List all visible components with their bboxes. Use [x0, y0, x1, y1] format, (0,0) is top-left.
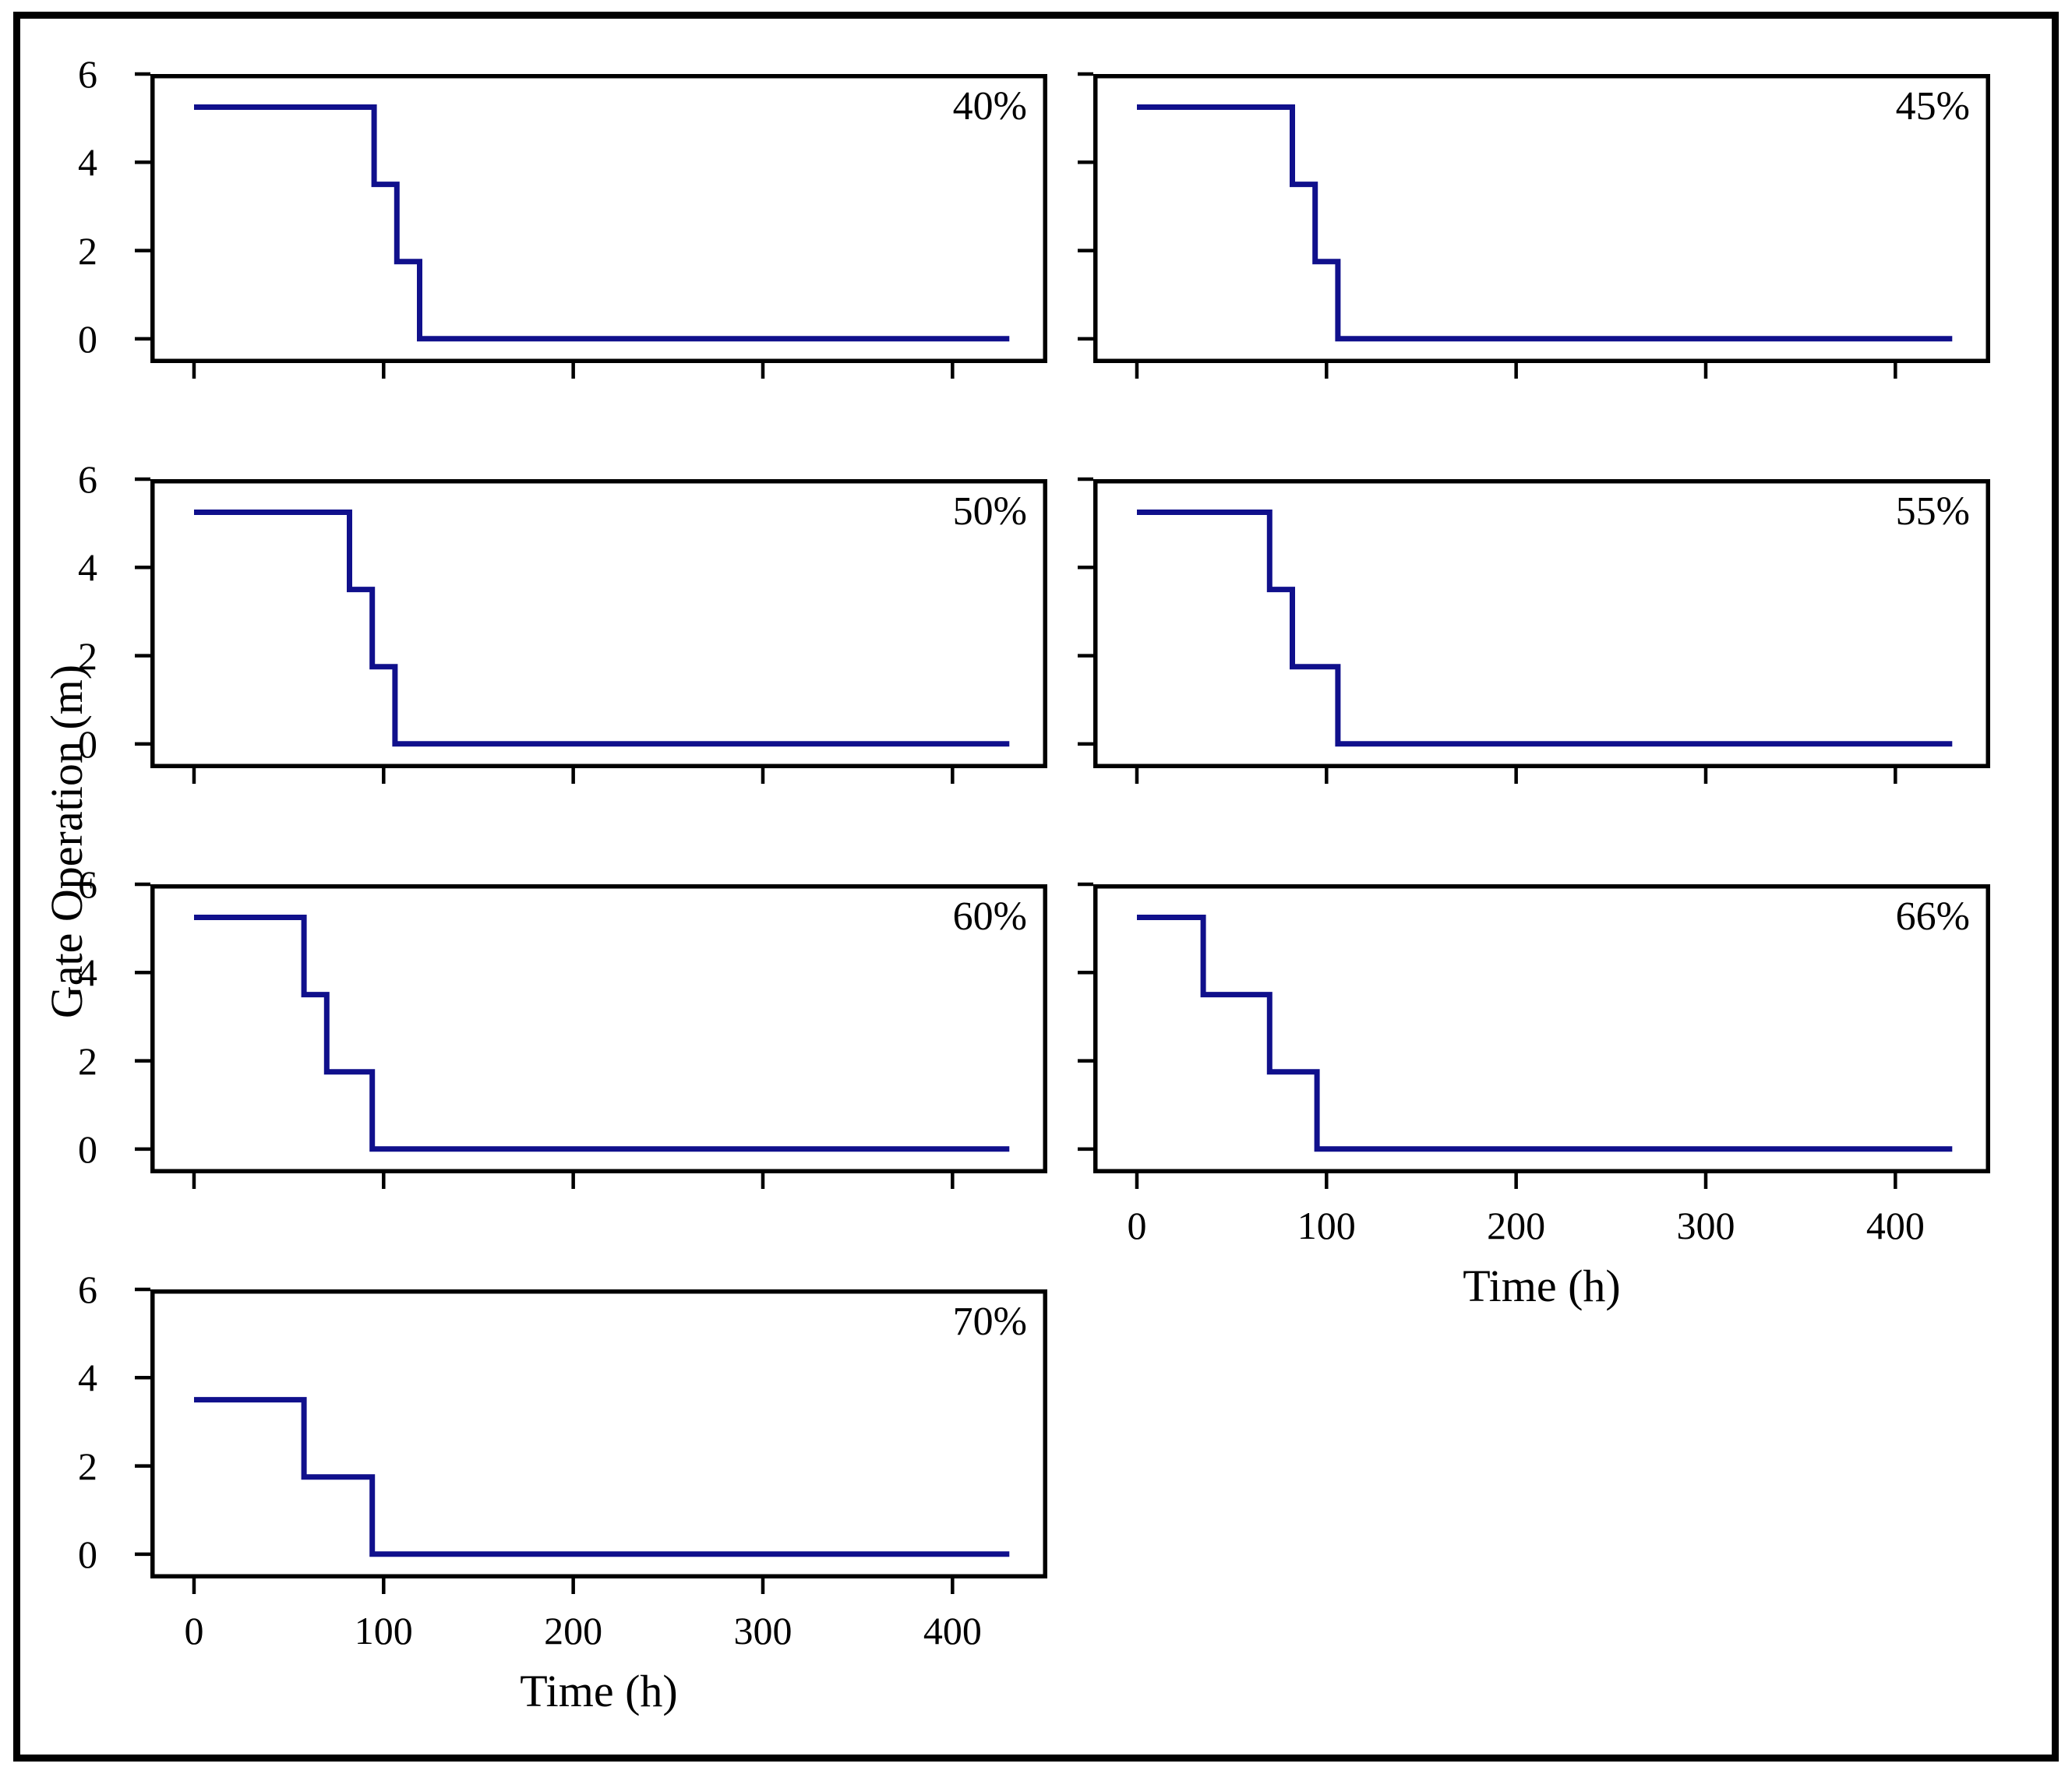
x-tick-label: 100: [1297, 1204, 1356, 1247]
y-tick-label: 0: [78, 721, 97, 766]
y-tick-label: 0: [78, 316, 97, 361]
axes-spines: [150, 1289, 1047, 1578]
axes-spines: [150, 884, 1047, 1173]
plot-area-60: [135, 882, 1047, 1189]
x-tick-label: 0: [184, 1609, 204, 1652]
x-tick-label: 200: [1487, 1204, 1546, 1247]
gate-operation-step-line: [194, 510, 1010, 747]
gate-operation-step-line: [194, 104, 1010, 342]
y-tick-label: 6: [78, 862, 97, 906]
gate-operation-step-line: [1137, 915, 1953, 1152]
x-axis-title: Time (h): [1463, 1261, 1621, 1311]
gate-operation-step-line: [194, 915, 1010, 1152]
y-tick-label: 0: [78, 1532, 97, 1576]
y-tick-label: 6: [78, 457, 97, 501]
x-tick-label: 400: [923, 1609, 982, 1652]
x-tick-label: 200: [544, 1609, 603, 1652]
y-tick-label: 2: [78, 1444, 97, 1488]
y-tick-label: 2: [78, 1039, 97, 1083]
figure-border: [13, 12, 2059, 1762]
subplot-70: 70%: [135, 1287, 1047, 1594]
axes-spines: [150, 479, 1047, 768]
plot-area-70: [135, 1287, 1047, 1594]
plot-area-50: [135, 477, 1047, 784]
x-tick-label: 300: [733, 1609, 792, 1652]
panel-scenario-label: 55%: [1895, 489, 1970, 534]
x-tick-label: 300: [1676, 1204, 1735, 1247]
panel-scenario-label: 70%: [952, 1300, 1027, 1344]
axes-spines: [1093, 479, 1990, 768]
y-tick-label: 2: [78, 633, 97, 678]
x-tick-label: 100: [354, 1609, 413, 1652]
plot-area-40: [135, 72, 1047, 379]
y-tick-label: 6: [78, 52, 97, 96]
subplot-66: 66%: [1078, 882, 1990, 1189]
x-tick-label: 0: [1127, 1204, 1147, 1247]
y-tick-label: 2: [78, 228, 97, 273]
y-tick-label: 4: [78, 545, 97, 590]
subplot-60: 60%: [135, 882, 1047, 1189]
plot-area-55: [1078, 477, 1990, 784]
x-tick-label: 400: [1866, 1204, 1925, 1247]
gate-operation-step-line: [194, 1397, 1010, 1557]
y-tick-label: 6: [78, 1268, 97, 1311]
axes-spines: [1093, 884, 1990, 1173]
gate-operation-step-line: [1137, 510, 1953, 747]
axes-spines: [150, 74, 1047, 363]
panel-scenario-label: 50%: [952, 489, 1027, 534]
subplot-45: 45%: [1078, 72, 1990, 379]
panel-scenario-label: 40%: [952, 84, 1027, 129]
panel-scenario-label: 60%: [952, 894, 1027, 939]
panel-scenario-label: 66%: [1895, 894, 1970, 939]
panel-scenario-label: 45%: [1895, 84, 1970, 129]
plot-area-45: [1078, 72, 1990, 379]
y-tick-label: 4: [78, 1356, 97, 1400]
x-axis-title: Time (h): [520, 1666, 678, 1716]
subplot-55: 55%: [1078, 477, 1990, 784]
axes-spines: [1093, 74, 1990, 363]
gate-operation-step-line: [1137, 104, 1953, 342]
plot-area-66: [1078, 882, 1990, 1189]
y-tick-label: 0: [78, 1127, 97, 1171]
subplot-50: 50%: [135, 477, 1047, 784]
y-tick-label: 4: [78, 140, 97, 185]
subplot-40: 40%: [135, 72, 1047, 379]
y-tick-label: 4: [78, 950, 97, 995]
